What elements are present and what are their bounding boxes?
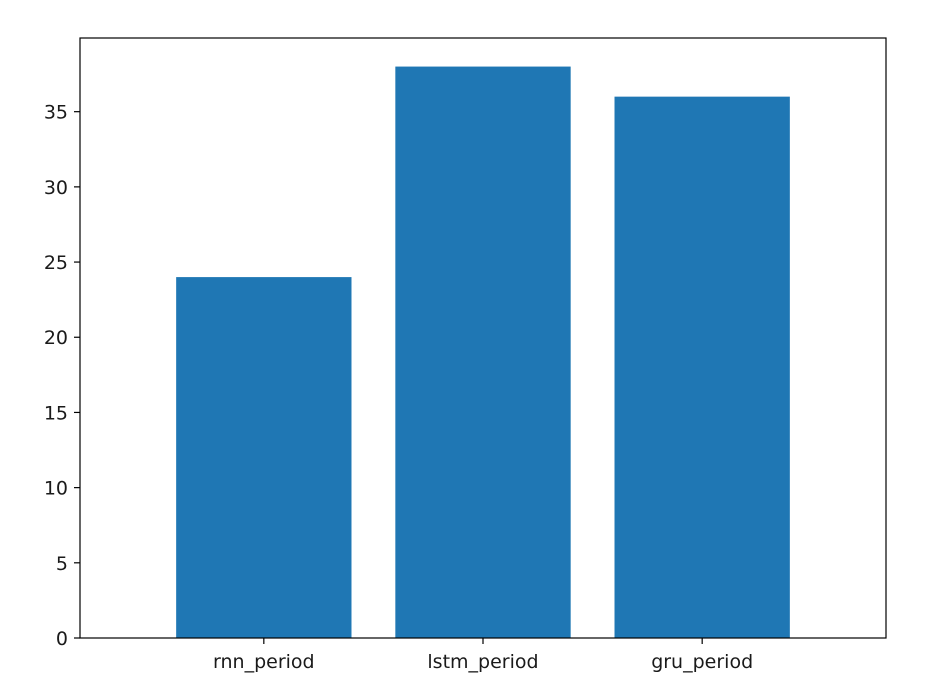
bars-layer: [176, 66, 790, 639]
y-tick-label: 15: [44, 402, 68, 424]
y-tick-label: 35: [44, 102, 68, 124]
y-tick-label: 20: [44, 327, 68, 349]
x-tick-label: lstm_period: [427, 651, 538, 673]
y-tick-label: 0: [56, 628, 68, 650]
bar-lstm-period: [395, 66, 571, 639]
x-axis: rnn_period lstm_period gru_period: [213, 638, 753, 673]
y-tick-label: 30: [44, 177, 68, 199]
bar-gru-period: [614, 96, 790, 639]
axes-frame: [79, 37, 887, 639]
y-tick-label: 10: [44, 478, 68, 500]
y-axis: 0 5 10 15 20 25 30 35: [44, 102, 80, 650]
x-tick-label: rnn_period: [213, 651, 315, 673]
x-tick-label: gru_period: [651, 651, 753, 673]
y-tick-label: 25: [44, 252, 68, 274]
bar-rnn-period: [176, 277, 352, 638]
y-tick-label: 5: [56, 553, 68, 575]
